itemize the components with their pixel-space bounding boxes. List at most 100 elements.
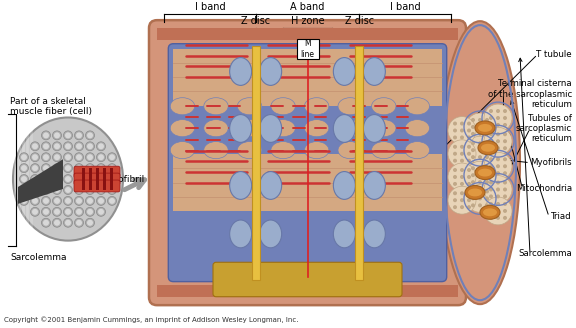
Circle shape: [97, 196, 105, 205]
Ellipse shape: [204, 120, 228, 137]
FancyBboxPatch shape: [74, 180, 120, 192]
Circle shape: [98, 187, 104, 193]
Circle shape: [31, 186, 40, 195]
Ellipse shape: [478, 124, 492, 132]
Ellipse shape: [484, 152, 512, 180]
Circle shape: [489, 164, 493, 168]
Circle shape: [496, 132, 500, 136]
Ellipse shape: [363, 220, 385, 248]
Circle shape: [453, 175, 457, 179]
Ellipse shape: [170, 98, 195, 115]
Circle shape: [74, 218, 84, 227]
Circle shape: [471, 132, 475, 136]
Circle shape: [63, 196, 73, 205]
Circle shape: [503, 209, 507, 213]
Circle shape: [485, 125, 489, 129]
Circle shape: [453, 122, 457, 126]
Circle shape: [489, 139, 493, 143]
Circle shape: [471, 148, 475, 152]
Text: Myofibril: Myofibril: [105, 174, 144, 184]
Circle shape: [43, 133, 49, 138]
Ellipse shape: [480, 205, 500, 219]
Circle shape: [460, 135, 464, 139]
Ellipse shape: [334, 220, 355, 248]
Circle shape: [74, 153, 84, 162]
Circle shape: [503, 188, 507, 192]
Circle shape: [74, 131, 84, 140]
Circle shape: [74, 164, 84, 173]
Ellipse shape: [483, 208, 497, 216]
Circle shape: [65, 154, 71, 160]
Text: A band: A band: [290, 2, 325, 12]
Circle shape: [471, 173, 475, 177]
Circle shape: [85, 196, 94, 205]
Ellipse shape: [448, 163, 476, 191]
Bar: [82, 182, 85, 190]
Circle shape: [85, 131, 94, 140]
Circle shape: [54, 209, 60, 215]
Circle shape: [31, 196, 40, 205]
Ellipse shape: [475, 166, 495, 179]
Circle shape: [109, 154, 115, 160]
Ellipse shape: [448, 116, 476, 144]
Circle shape: [87, 176, 93, 182]
Circle shape: [503, 171, 507, 175]
Circle shape: [467, 191, 471, 195]
Circle shape: [32, 209, 38, 215]
Circle shape: [63, 153, 73, 162]
Ellipse shape: [338, 120, 362, 137]
Ellipse shape: [372, 142, 396, 159]
Circle shape: [496, 164, 500, 168]
Circle shape: [453, 168, 457, 172]
Ellipse shape: [230, 220, 252, 248]
Circle shape: [54, 165, 60, 171]
Circle shape: [54, 176, 60, 182]
Circle shape: [478, 155, 482, 159]
Circle shape: [478, 203, 482, 207]
Circle shape: [453, 191, 457, 195]
Circle shape: [32, 165, 38, 171]
Circle shape: [453, 198, 457, 202]
Circle shape: [109, 187, 115, 193]
Circle shape: [478, 196, 482, 200]
Circle shape: [63, 164, 73, 173]
Circle shape: [460, 198, 464, 202]
Circle shape: [467, 175, 471, 179]
Circle shape: [63, 131, 73, 140]
Circle shape: [503, 180, 507, 185]
Circle shape: [496, 180, 500, 185]
Circle shape: [503, 157, 507, 161]
Circle shape: [471, 166, 475, 170]
Circle shape: [98, 198, 104, 204]
Circle shape: [65, 143, 71, 149]
Circle shape: [65, 209, 71, 215]
Circle shape: [485, 190, 489, 194]
Circle shape: [87, 165, 93, 171]
Circle shape: [453, 145, 457, 149]
Ellipse shape: [260, 114, 282, 142]
Circle shape: [489, 180, 493, 185]
Circle shape: [85, 142, 94, 151]
Circle shape: [478, 166, 482, 170]
Bar: [96, 168, 99, 176]
Circle shape: [503, 123, 507, 127]
Bar: [96, 175, 99, 183]
Circle shape: [496, 202, 500, 206]
Circle shape: [485, 155, 489, 159]
Circle shape: [41, 186, 51, 195]
Circle shape: [76, 133, 82, 138]
Circle shape: [87, 143, 93, 149]
FancyBboxPatch shape: [213, 262, 402, 297]
Ellipse shape: [271, 98, 295, 115]
Circle shape: [503, 202, 507, 206]
Circle shape: [85, 207, 94, 216]
Ellipse shape: [204, 98, 228, 115]
Text: Tubules of
sarcoplasmic
reticulum: Tubules of sarcoplasmic reticulum: [516, 113, 572, 143]
Text: I band: I band: [195, 2, 225, 12]
Circle shape: [21, 198, 27, 204]
Text: M
line: M line: [301, 39, 314, 59]
Circle shape: [471, 141, 475, 145]
Circle shape: [460, 175, 464, 179]
Circle shape: [41, 218, 51, 227]
Circle shape: [460, 168, 464, 172]
